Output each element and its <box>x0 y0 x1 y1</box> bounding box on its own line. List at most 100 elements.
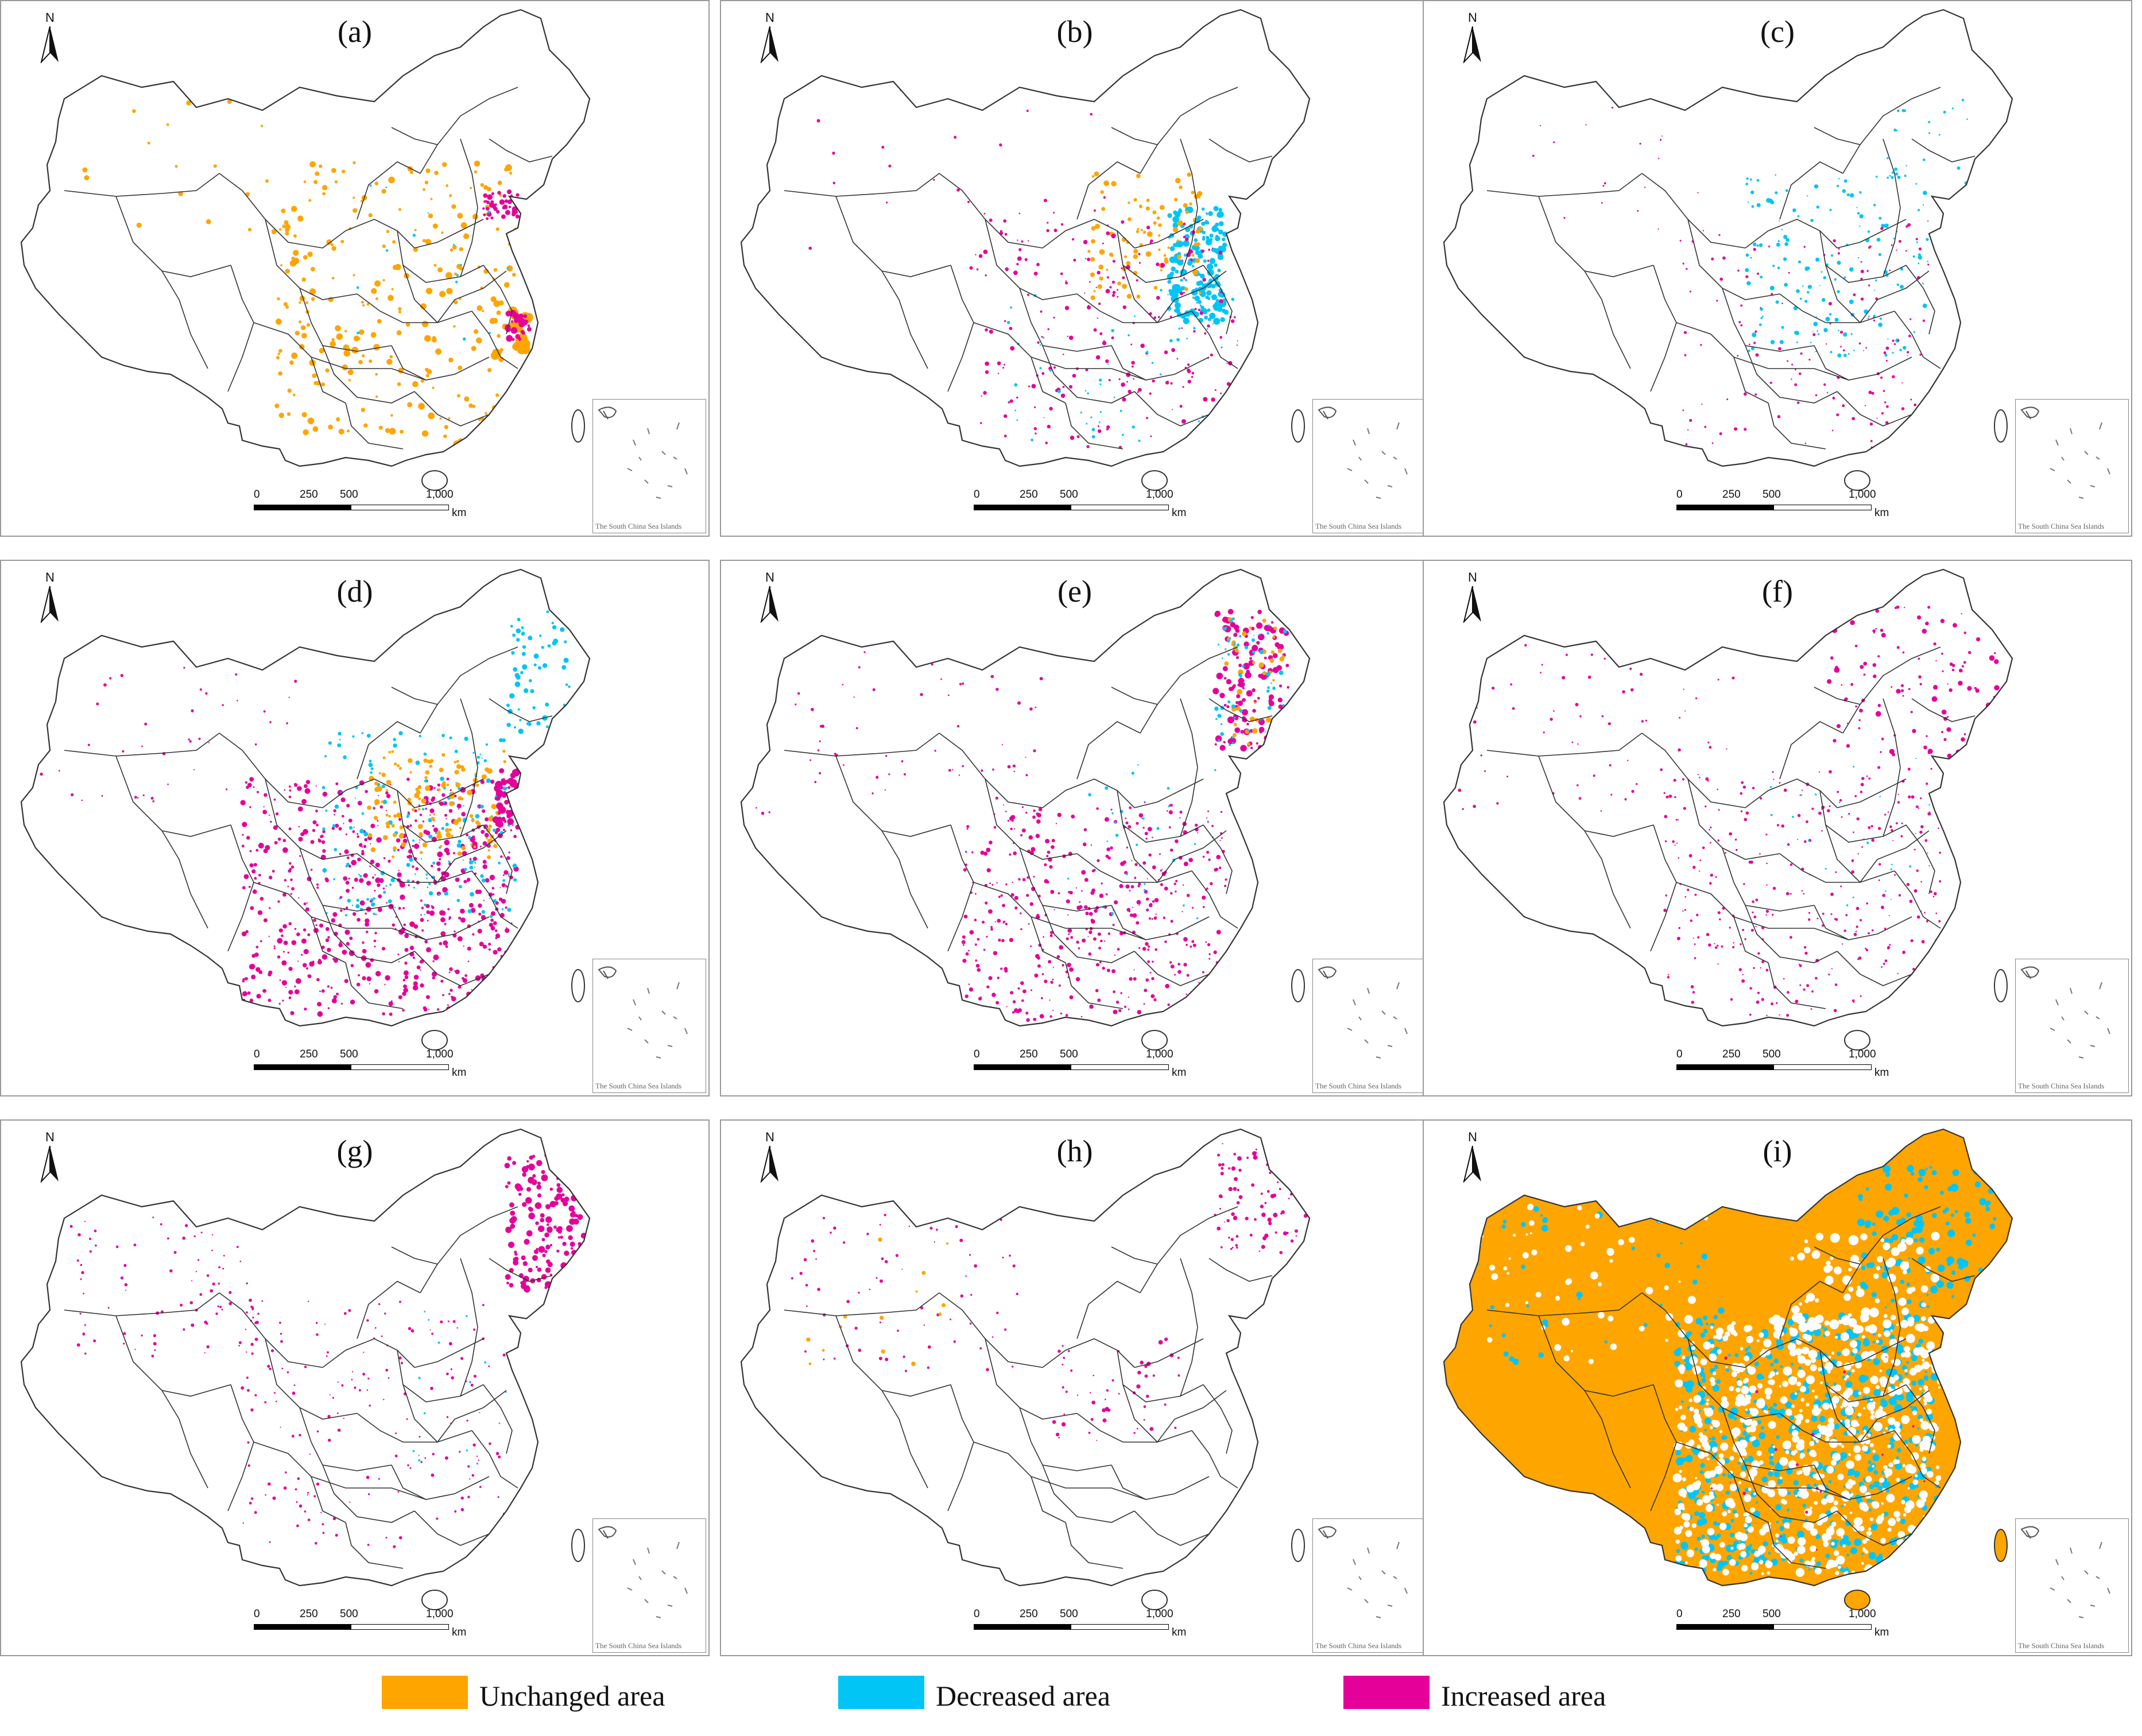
increased-patch <box>1860 919 1862 921</box>
increased-patch <box>969 930 974 935</box>
unchanged-patch <box>1197 191 1203 196</box>
increased-patch <box>1067 335 1068 338</box>
increased-patch <box>251 1352 254 1355</box>
increased-patch <box>269 721 272 723</box>
decreased-patch <box>1194 238 1198 242</box>
increased-patch <box>1106 968 1110 972</box>
increased-patch <box>556 1193 563 1200</box>
hainan-island <box>1141 1590 1168 1610</box>
increased-patch <box>1004 232 1008 236</box>
increased-patch <box>422 820 425 823</box>
increased-patch <box>1114 954 1115 956</box>
increased-patch <box>1016 1292 1018 1296</box>
increased-patch <box>348 818 353 823</box>
increased-patch <box>1187 369 1191 374</box>
scale-tick: 500 <box>1060 489 1078 501</box>
increased-patch <box>348 1309 351 1312</box>
decreased-patch <box>1220 317 1225 322</box>
decreased-patch <box>1251 638 1255 642</box>
increased-patch <box>503 884 506 886</box>
increased-patch <box>262 809 267 815</box>
unchanged-patch <box>1163 254 1167 257</box>
decreased-patch <box>1901 108 1905 113</box>
increased-patch <box>1215 735 1222 742</box>
increased-patch <box>424 1457 427 1459</box>
increased-patch <box>846 1300 850 1303</box>
increased-patch <box>246 785 249 789</box>
unchanged-patch <box>321 382 326 387</box>
increased-patch <box>341 1384 344 1387</box>
decreased-patch <box>1784 242 1788 246</box>
increased-patch <box>1674 796 1676 799</box>
increased-patch <box>797 692 800 695</box>
increased-patch <box>398 870 400 871</box>
unchanged-patch <box>493 300 501 307</box>
increased-patch <box>1120 992 1122 994</box>
unchanged-patch <box>311 297 315 301</box>
increased-patch <box>1754 330 1757 333</box>
increased-patch <box>499 887 501 889</box>
increased-patch <box>1219 692 1225 699</box>
decreased-patch <box>1722 1472 1726 1477</box>
decreased-patch <box>1825 316 1830 321</box>
decreased-patch <box>406 815 409 818</box>
increased-patch <box>1539 125 1541 126</box>
unchanged-patch <box>1183 203 1188 208</box>
increased-patch <box>1089 1392 1091 1394</box>
unchanged-patch <box>301 412 307 417</box>
province-boundary <box>1819 790 1907 843</box>
increased-patch <box>443 940 448 946</box>
increased-patch <box>193 1235 196 1238</box>
increased-patch <box>515 211 518 214</box>
decreased-patch <box>563 657 569 663</box>
increased-patch <box>1233 633 1238 637</box>
increased-patch <box>365 962 371 968</box>
decreased-patch <box>513 726 517 729</box>
increased-patch <box>823 1358 825 1361</box>
increased-patch <box>292 1392 296 1395</box>
unchanged-patch <box>278 348 282 353</box>
unchanged-patch <box>381 189 386 194</box>
unchanged-patch <box>374 786 380 792</box>
increased-patch <box>528 1212 535 1219</box>
increased-patch <box>432 976 435 979</box>
increased-patch <box>1231 1166 1236 1171</box>
decreased-patch <box>1169 272 1174 276</box>
decreased-patch <box>1777 240 1780 242</box>
increased-patch <box>1769 381 1772 384</box>
increased-patch <box>1721 945 1723 948</box>
increased-patch <box>370 843 371 844</box>
increased-patch <box>340 1002 343 1005</box>
unchanged-patch <box>1158 223 1162 227</box>
increased-patch <box>1622 690 1625 693</box>
decreased-patch <box>445 823 449 826</box>
increased-patch <box>1705 777 1709 781</box>
decreased-patch <box>506 703 510 707</box>
province-boundary <box>1883 698 1901 837</box>
increased-patch <box>1252 645 1258 652</box>
increased-patch <box>502 793 506 798</box>
decreased-patch <box>563 725 568 730</box>
increased-patch <box>509 794 517 802</box>
increased-patch <box>199 1293 203 1296</box>
increased-patch <box>283 940 288 946</box>
decreased-patch <box>514 673 520 678</box>
increased-patch <box>331 998 337 1003</box>
increased-patch <box>1927 606 1931 609</box>
decreased-patch <box>1792 208 1796 212</box>
increased-patch <box>1690 919 1692 922</box>
increased-patch <box>488 1365 490 1367</box>
increased-patch <box>1207 998 1211 1001</box>
increased-patch <box>1169 804 1173 807</box>
unchanged-patch <box>386 780 392 785</box>
increased-patch <box>383 857 386 859</box>
increased-patch <box>144 722 148 726</box>
increased-patch <box>1923 745 1927 750</box>
decreased-patch <box>1205 220 1210 225</box>
increased-patch <box>415 819 417 822</box>
unchanged-patch <box>441 753 446 757</box>
increased-patch <box>245 976 248 981</box>
decreased-patch <box>1279 670 1284 675</box>
increased-patch <box>1029 902 1034 906</box>
increased-patch <box>1052 1010 1054 1012</box>
